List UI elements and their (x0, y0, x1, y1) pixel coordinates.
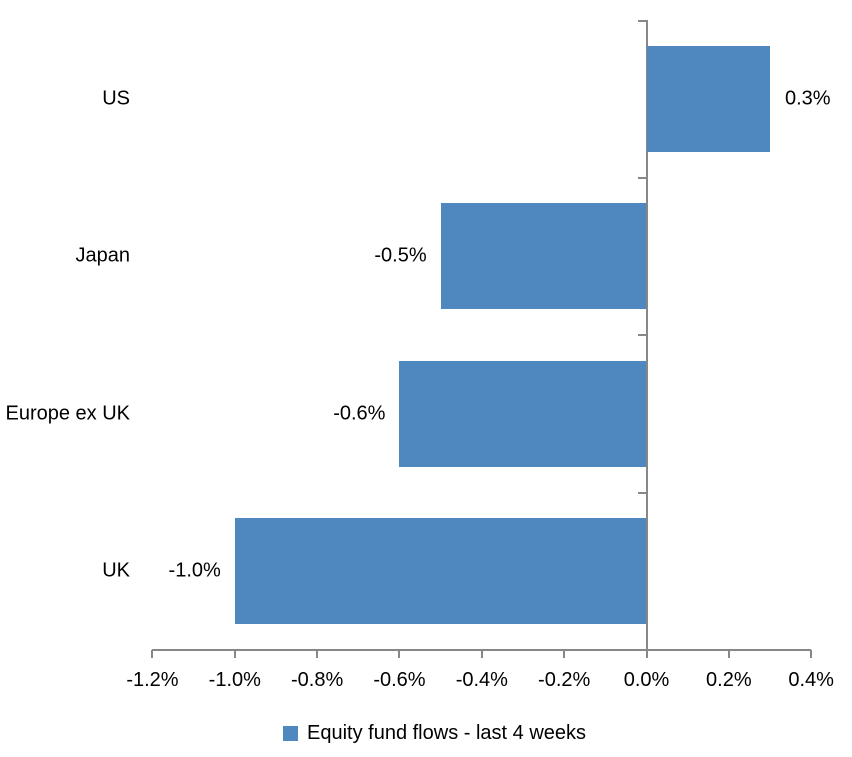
x-axis-tick (645, 650, 648, 658)
x-axis-tick-label: 0.2% (706, 669, 752, 691)
category-axis-tick (637, 334, 646, 336)
category-axis-tick (637, 176, 646, 179)
x-axis-tick (316, 650, 319, 658)
x-axis-tick-label: -0.2% (538, 669, 591, 691)
x-axis-tick (727, 650, 730, 658)
bar-value-label: -0.5% (374, 244, 427, 267)
x-axis-tick (151, 650, 154, 658)
category-label-uk: UK (102, 559, 130, 582)
category-axis-tick (637, 20, 646, 22)
x-axis-tick (563, 650, 566, 658)
bar-value-label: 0.3% (785, 87, 831, 110)
bar-uk (234, 518, 647, 625)
x-axis-tick-label: 0.0% (623, 669, 670, 691)
category-label-europe-ex-uk: Europe ex UK (5, 402, 130, 425)
category-label-japan: Japan (75, 244, 131, 267)
bar-value-label: -0.6% (333, 402, 386, 425)
category-label-us: US (102, 87, 130, 110)
x-axis-tick (480, 650, 483, 658)
legend-label: Equity fund flows - last 4 weeks (307, 722, 587, 744)
x-axis-tick-label: -0.4% (455, 669, 508, 691)
bar-japan (440, 203, 647, 310)
x-axis-tick (810, 650, 813, 658)
legend: Equity fund flows - last 4 weeks (283, 722, 586, 745)
zero-axis-line (645, 20, 648, 658)
x-axis-tick (233, 650, 236, 658)
x-axis-tick-label: -0.8% (291, 669, 344, 691)
x-axis-tick-label: -1.2% (126, 669, 179, 691)
category-axis-tick (637, 491, 646, 494)
bar-value-label: -1.0% (168, 559, 221, 582)
bar-us (646, 45, 770, 152)
legend-swatch (283, 726, 298, 741)
x-axis-tick-label: -1.0% (208, 669, 261, 691)
bar-europe-ex-uk (399, 360, 647, 467)
x-axis-tick-label: 0.4% (788, 669, 834, 691)
x-axis-tick (398, 650, 401, 658)
x-axis-tick-label: -0.6% (373, 669, 426, 691)
